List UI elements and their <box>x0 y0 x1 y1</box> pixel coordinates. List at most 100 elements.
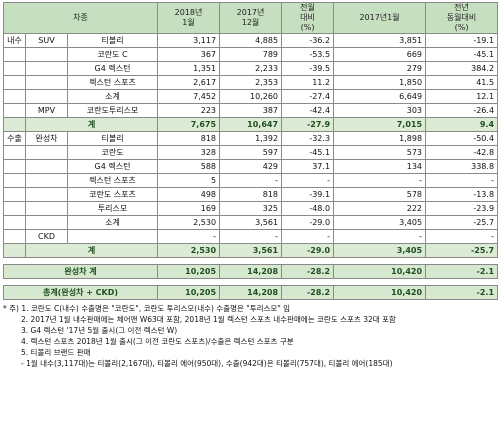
value-mom: -36.2 <box>281 33 335 48</box>
value-mom: -53.5 <box>281 47 335 62</box>
value-2017-dec: 818 <box>219 187 283 202</box>
value-2018-jan: 1,351 <box>157 61 221 76</box>
spacer-row <box>3 257 498 265</box>
value-2018-jan: 818 <box>157 131 221 146</box>
type-cell <box>25 187 68 202</box>
table-row: 소계 2,530 3,561 -29.0 3,405 -25.7 <box>3 215 499 230</box>
type-cell: CKD <box>25 229 68 244</box>
domestic-total-row: 계 7,675 10,647 -27.9 7,015 9.4 <box>3 117 499 132</box>
table-row: G4 렉스턴 588 429 37.1 134 338.8 <box>3 159 499 174</box>
footnote: 5. 티볼리 브랜드 판매 <box>21 348 91 357</box>
value-2017-jan: 6,649 <box>333 89 427 104</box>
value-2018-jan: 328 <box>157 145 221 160</box>
table-row: MPV 코란도투리스모 223 387 -42.4 303 -26.4 <box>3 103 499 118</box>
value-2018-jan: 588 <box>157 159 221 174</box>
value-2017-jan: 1,850 <box>333 75 427 90</box>
segment-cell <box>3 75 26 90</box>
value-mom: - <box>281 229 335 244</box>
segment-cell <box>3 229 26 244</box>
value-yoy: - <box>425 229 499 244</box>
segment-cell <box>3 215 26 230</box>
header-2017-dec: 2017년 12월 <box>219 2 283 34</box>
value-yoy: 384.2 <box>425 61 499 76</box>
table-row: 렉스턴 스포츠 2,617 2,353 11.2 1,850 41.5 <box>3 75 499 90</box>
export-section: 수출 완성차 티볼리 818 1,392 -32.3 1,898 -50.4 코란도 328 597… <box>3 131 499 244</box>
value-2017-jan: - <box>333 229 427 244</box>
value-2017-jan: 222 <box>333 201 427 216</box>
segment-cell <box>3 89 26 104</box>
header-2017-jan: 2017년1월 <box>333 2 427 34</box>
value-mom: -29.0 <box>281 215 335 230</box>
value-mom: -48.0 <box>281 201 335 216</box>
type-cell <box>25 75 68 90</box>
type-cell <box>25 201 68 216</box>
value-yoy: -42.8 <box>425 145 499 160</box>
value-2018-jan: 169 <box>157 201 221 216</box>
model-cell: 렉스턴 스포츠 <box>66 75 159 90</box>
spacer-row <box>3 278 498 286</box>
value-2017-jan: 134 <box>333 159 427 174</box>
value-2017-dec: 387 <box>219 103 283 118</box>
table-row: 렉스턴 스포츠 5- - - - <box>3 173 499 188</box>
value-2017-jan: 573 <box>333 145 427 160</box>
table-row: CKD - - - - - <box>3 229 499 244</box>
type-cell: SUV <box>25 33 68 48</box>
type-cell <box>25 159 68 174</box>
value-mom: -27.4 <box>281 89 335 104</box>
value-2018-jan: 367 <box>157 47 221 62</box>
header-mom: 전월 대비 (%) <box>281 2 335 34</box>
value-2018-jan: 2,530 <box>157 215 221 230</box>
table-row: G4 렉스턴 1,351 2,233 -39.5 279 384.2 <box>3 61 499 76</box>
model-cell: 소계 <box>66 89 159 104</box>
segment-cell <box>3 201 26 216</box>
value-2017-dec: 325 <box>219 201 283 216</box>
type-cell <box>25 61 68 76</box>
value-2017-dec: 3,561 <box>219 215 283 230</box>
table-row: 내수 SUV 티볼리 3,117 4,885 -36.2 3,851 -19.1 <box>3 33 499 48</box>
value-yoy: -25.7 <box>425 215 499 230</box>
value-yoy: 338.8 <box>425 159 499 174</box>
table-row: 수출 완성차 티볼리 818 1,392 -32.3 1,898 -50.4 <box>3 131 499 146</box>
model-cell: 소계 <box>66 215 159 230</box>
value-2017-jan: 279 <box>333 61 427 76</box>
value-2017-dec: 2,353 <box>219 75 283 90</box>
value-2018-jan: 498 <box>157 187 221 202</box>
type-cell: MPV <box>25 103 68 118</box>
value-2017-jan: 3,851 <box>333 33 427 48</box>
footnote: - 1월 내수(3,117대)는 티볼리(2,167대), 티볼리 에어(950… <box>21 359 393 368</box>
value-yoy: -50.4 <box>425 131 499 146</box>
model-cell: 코란도 <box>66 145 159 160</box>
table-row: 코란도 스포츠 498 818 -39.1 578 -13.8 <box>3 187 499 202</box>
value-yoy: -13.8 <box>425 187 499 202</box>
value-yoy: -19.1 <box>425 33 499 48</box>
segment-cell <box>3 173 26 188</box>
footnote: 4. 렉스턴 스포츠 2018년 1월 출시(그 이전 코란도 스포츠)/수출은… <box>21 337 294 346</box>
value-yoy: 41.5 <box>425 75 499 90</box>
segment-cell: 내수 <box>3 33 26 48</box>
value-mom: -32.3 <box>281 131 335 146</box>
value-mom: -39.5 <box>281 61 335 76</box>
value-2018-jan: 5 <box>157 173 221 188</box>
domestic-section: 내수 SUV 티볼리 3,117 4,885 -36.2 3,851 -19.1 코란도 C 36… <box>3 33 499 118</box>
value-2018-jan: - <box>157 229 221 244</box>
type-cell: 완성차 <box>25 131 68 146</box>
sales-table-sheet: 차종 2018년 1월 2017년 12월 전월 대비 (%) 2017년1월 전년 동월… <box>2 2 499 369</box>
value-2018-jan: 3,117 <box>157 33 221 48</box>
value-yoy: -23.9 <box>425 201 499 216</box>
footnote: * 주) 1. 코란도 C(내수) 수출명은 "코란도", 코란도 투리스모(내… <box>3 304 291 313</box>
header-category: 차종 <box>2 2 159 34</box>
type-cell <box>25 47 68 62</box>
value-2018-jan: 2,617 <box>157 75 221 90</box>
model-cell: 티볼리 <box>66 33 159 48</box>
value-2017-dec: 429 <box>219 159 283 174</box>
value-2017-jan: 303 <box>333 103 427 118</box>
export-total-row: 계 2,530 3,561 -29.0 3,405 -25.7 <box>3 243 499 258</box>
model-cell: 투리스모 <box>66 201 159 216</box>
value-2017-dec: - <box>219 173 283 188</box>
value-yoy: 12.1 <box>425 89 499 104</box>
sales-table: 차종 2018년 1월 2017년 12월 전월 대비 (%) 2017년1월 전년 동월… <box>2 2 499 300</box>
value-mom: -45.1 <box>281 145 335 160</box>
header-2018-jan: 2018년 1월 <box>157 2 221 34</box>
value-mom: - <box>281 173 335 188</box>
table-row: 코란도 328 597 -45.1 573 -42.8 <box>3 145 499 160</box>
